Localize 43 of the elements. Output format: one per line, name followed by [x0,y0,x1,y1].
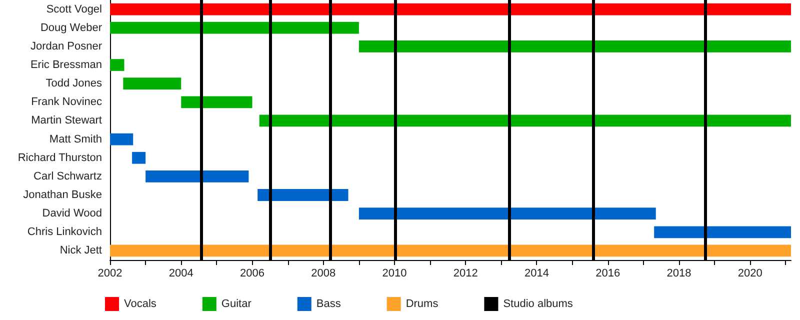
x-tick-label: 2002 [98,268,122,280]
bar [110,133,134,146]
bar [258,189,348,201]
x-tick-label: 2020 [738,268,762,280]
bar [358,208,656,220]
y-tick-label: Eric Bressman [30,59,102,71]
legend-label: Drums [406,298,439,310]
legend-label: Studio albums [503,298,574,310]
y-tick-label: Doug Weber [40,22,102,34]
y-tick-label: Martin Stewart [31,114,102,127]
y-tick-label: Frank Novinec [31,96,102,108]
y-tick-label: Jordan Posner [30,40,102,52]
bar [123,78,182,90]
bar [110,59,124,71]
y-tick-label: Matt Smith [49,133,102,146]
x-tick-label: 2004 [168,268,194,280]
bar [181,96,252,108]
bar [654,226,791,238]
bar [110,3,791,16]
legend-label: Guitar [221,298,252,310]
legend-label: Bass [316,298,342,310]
x-tick-label: 2006 [240,268,264,280]
bar [146,170,249,182]
legend-label: Vocals [124,298,157,310]
y-tick-label: Scott Vogel [46,3,102,16]
x-tick-label: 2018 [666,268,692,280]
x-tick-label: 2014 [524,268,549,280]
y-tick-label: David Wood [42,208,102,220]
bar [358,40,791,52]
x-tick-label: 2016 [596,268,620,280]
y-tick-label: Richard Thurston [18,152,102,164]
y-tick-label: Nick Jett [60,244,102,257]
x-tick-label: 2010 [382,268,407,280]
y-tick-label: Carl Schwartz [34,170,102,182]
bar [132,152,146,164]
y-tick-label: Chris Linkovich [27,226,102,238]
bar [110,22,359,34]
x-tick-label: 2012 [453,268,478,280]
bar [259,114,791,127]
bar [110,244,791,257]
y-tick-label: Jonathan Buske [23,189,102,201]
y-tick-label: Todd Jones [46,78,102,90]
x-tick-label: 2008 [311,268,336,280]
